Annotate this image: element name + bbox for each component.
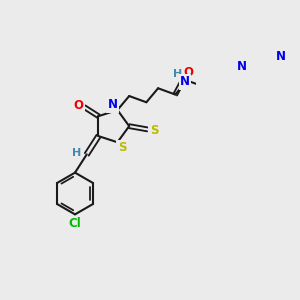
Text: H: H [72,148,81,158]
Text: S: S [118,141,126,154]
Text: N: N [108,98,118,111]
Text: N: N [236,57,247,70]
Text: N: N [180,75,190,88]
Text: S: S [150,124,158,137]
Text: Cl: Cl [69,217,81,230]
Text: H: H [173,69,182,79]
Text: O: O [73,99,83,112]
Text: N: N [236,60,247,73]
Text: N: N [275,50,286,63]
Text: O: O [183,66,193,79]
